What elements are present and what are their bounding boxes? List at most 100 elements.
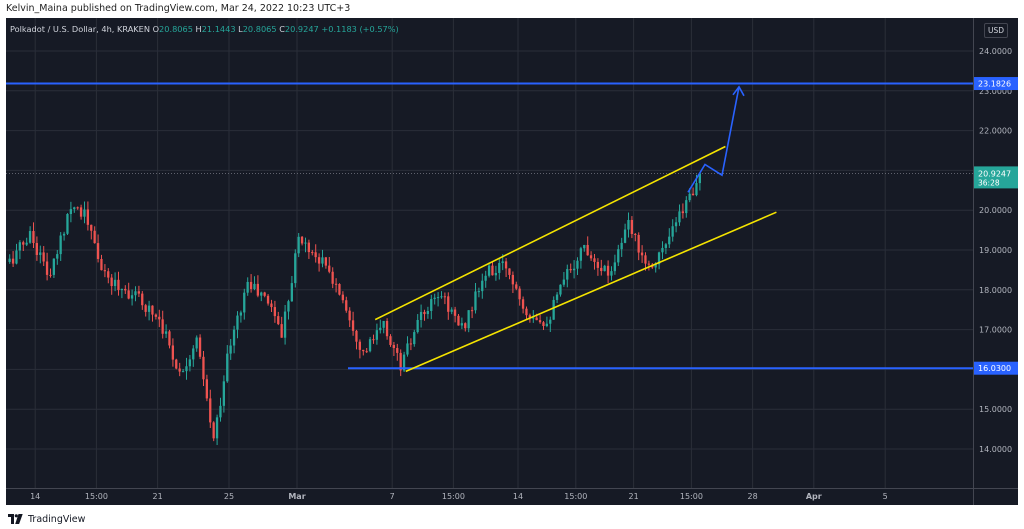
candle-body: [215, 417, 219, 439]
candle-body: [243, 292, 246, 313]
candle-body: [73, 207, 76, 210]
open-value: 20.8065: [159, 24, 193, 34]
channel-upper-line[interactable]: [374, 145, 726, 321]
candle-body: [504, 261, 508, 269]
candle-body: [640, 252, 644, 256]
candle-body: [348, 310, 351, 321]
candle-body: [328, 265, 331, 272]
candle-body: [532, 317, 535, 319]
candle-body: [498, 263, 501, 273]
projection-arrowhead-icon: [732, 85, 745, 97]
symbol-legend: Polkadot / U.S. Dollar, 4h, KRAKEN O20.8…: [10, 24, 399, 34]
candle-body: [566, 269, 569, 280]
price-chart[interactable]: 24.000023.000022.000021.000020.000019.00…: [6, 18, 1018, 505]
candle-body: [610, 271, 613, 276]
candle-body: [460, 323, 463, 326]
candle-body: [175, 359, 178, 369]
candle-body: [494, 272, 497, 276]
candle-body: [107, 271, 110, 278]
x-tick-label: 25: [224, 492, 234, 501]
candle-body: [521, 299, 525, 309]
candle-body: [45, 261, 49, 275]
candle-body: [657, 252, 661, 265]
x-tick-label: 5: [883, 492, 888, 501]
candle-body: [59, 235, 62, 255]
candle-body: [331, 271, 334, 284]
candle-body: [124, 288, 127, 291]
channel-lower-line[interactable]: [405, 211, 777, 373]
candle-body: [253, 283, 256, 290]
candle-body: [263, 292, 266, 296]
candle-body: [287, 301, 290, 312]
candle-body: [212, 422, 215, 439]
candle-body: [447, 296, 450, 312]
y-tick-label: 24.0000: [979, 47, 1012, 56]
candle-body: [572, 268, 576, 271]
high-value: 21.1443: [201, 24, 236, 34]
candle-body: [450, 309, 453, 312]
candle-body: [195, 337, 198, 349]
candle-body: [698, 173, 701, 184]
level-price-tag: [974, 77, 1018, 91]
candle-body: [528, 315, 531, 318]
y-tick-label: 20.0000: [979, 206, 1012, 215]
candle-body: [198, 337, 202, 357]
candle-body: [559, 284, 562, 295]
candle-body: [409, 343, 412, 345]
candle-body: [144, 305, 147, 312]
candle-body: [674, 222, 678, 227]
candle-body: [246, 281, 249, 293]
candle-body: [545, 323, 548, 327]
candle-body: [311, 252, 314, 254]
x-tick-label: Apr: [806, 492, 822, 501]
candle-body: [151, 305, 154, 315]
candle-body: [239, 312, 242, 316]
candle-body: [685, 200, 688, 214]
candle-body: [423, 311, 426, 315]
x-tick-label: 14: [513, 492, 523, 501]
candle-body: [25, 242, 28, 245]
x-tick-label: 7: [390, 492, 395, 501]
candle-body: [552, 299, 555, 320]
candle-body: [229, 345, 232, 354]
currency-button[interactable]: USD: [984, 23, 1008, 38]
candle-body: [487, 265, 491, 276]
candle-body: [382, 320, 385, 328]
candle-body: [15, 250, 18, 264]
candle-body: [181, 371, 185, 373]
candle-body: [62, 233, 66, 236]
projection-path[interactable]: [687, 86, 740, 193]
x-tick-label: 15:00: [564, 492, 587, 501]
candle-body: [66, 213, 69, 234]
candle-body: [688, 193, 691, 201]
open-label: O: [152, 24, 160, 34]
x-tick-label: 28: [748, 492, 758, 501]
low-value: 20.8065: [242, 24, 277, 34]
candle-body: [491, 265, 494, 276]
candle-body: [317, 257, 321, 264]
candle-body: [535, 317, 538, 321]
candle-body: [96, 243, 100, 259]
candle-body: [691, 193, 695, 196]
candle-body: [192, 348, 195, 360]
candle-body: [596, 261, 599, 268]
candle-body: [484, 275, 487, 281]
candle-body: [324, 257, 327, 266]
candle-body: [695, 183, 698, 196]
candle-body: [11, 258, 15, 264]
candle-body: [130, 295, 134, 299]
candle-body: [501, 261, 504, 264]
candle-body: [56, 254, 59, 259]
candle-body: [358, 341, 361, 350]
candle-body: [117, 279, 120, 291]
candle-body: [620, 242, 623, 250]
candle-body: [341, 294, 344, 301]
candle-body: [603, 265, 606, 272]
candle-body: [637, 234, 640, 253]
candle-body: [103, 270, 106, 272]
candle-body: [644, 255, 647, 264]
x-tick-label: 15:00: [680, 492, 703, 501]
chart-frame[interactable]: 24.000023.000022.000021.000020.000019.00…: [6, 18, 1018, 505]
low-label: L: [238, 24, 243, 34]
y-tick-label: 19.0000: [979, 246, 1012, 255]
